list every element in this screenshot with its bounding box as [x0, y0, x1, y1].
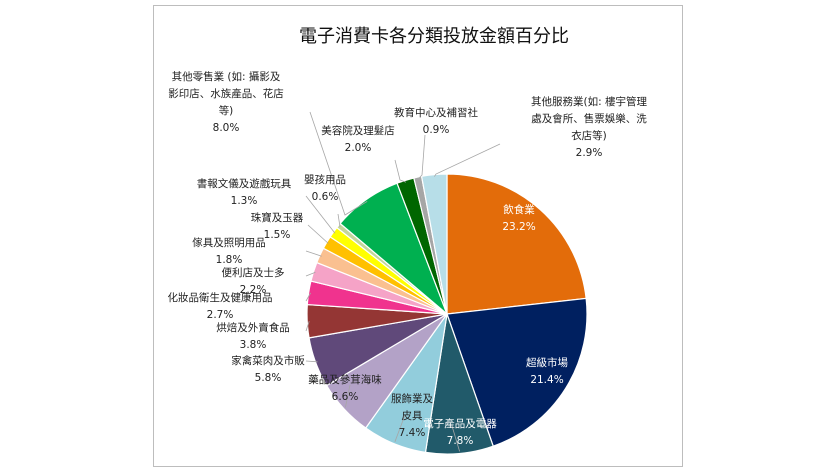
slice-label: 超級市場 21.4% [526, 356, 568, 386]
slice-category-label: 其他零售業 (如: 攝影及 [172, 70, 281, 83]
slice-category-label: 烘焙及外賣食品 [216, 321, 290, 334]
slice-category-label: 電子產品及電器 [423, 417, 497, 430]
slice-value-label: 5.8% [255, 372, 282, 384]
leader-line [451, 425, 460, 452]
slice-value-label: 2.9% [576, 147, 603, 159]
leader-lines [305, 111, 501, 452]
slice-category-label: 藥品及參茸海味 [308, 373, 382, 386]
leader-line [417, 134, 426, 180]
leader-line [305, 321, 310, 332]
slice-category-label: 其他服務業(如: 樓宇管理 [531, 95, 647, 108]
slice-category-label: 等) [219, 104, 234, 117]
slice-category-label: 教育中心及補習社 [394, 106, 478, 119]
slice-value-label: 2.2% [240, 284, 267, 296]
leader-line [307, 224, 329, 244]
slice-label: 電子產品及電器 7.8% [423, 417, 497, 447]
slice-value-label: 7.8% [447, 435, 474, 447]
slice-category-label: 嬰孩用品 [304, 173, 346, 186]
slice-label: 飲食業 23.2% [502, 203, 535, 233]
slice-value-label: 7.4% [399, 427, 426, 439]
pie-slice [446, 173, 587, 315]
slice-label: 傢具及照明用品 1.8% [192, 237, 266, 266]
slice-label: 珠寶及玉器 1.5% [251, 211, 304, 241]
slice-label: 教育中心及補習社 0.9% [394, 106, 478, 136]
slice-label: 服飾業及皮具 7.4% [391, 392, 433, 439]
leader-line [345, 384, 351, 408]
leader-line [305, 271, 316, 277]
slice-value-label: 1.3% [231, 195, 258, 207]
leader-line [337, 213, 341, 227]
slice-value-label: 8.0% [213, 122, 240, 134]
slice-value-label: 3.8% [240, 339, 267, 351]
slice-label: 美容院及理髮店 2.0% [321, 124, 395, 154]
slice-category-label: 傢具及照明用品 [192, 237, 266, 249]
slice-label: 其他零售業 (如: 攝影及影印店、水族產品、花店等) 8.0% [168, 70, 284, 134]
slice-category-label: 書報文儀及遊戲玩具 [197, 177, 292, 190]
slice-category-label: 化妝品衛生及健康用品 [168, 291, 273, 304]
pie-slice [446, 297, 588, 447]
pie-slices [306, 173, 588, 455]
chart-title: 電子消費卡各分類投放金額百分比 [299, 26, 569, 47]
slice-category-label: 處及會所、售票娛樂、洗 [531, 112, 647, 125]
leader-line [394, 159, 407, 183]
slice-value-label: 21.4% [530, 374, 563, 386]
slice-category-label: 超級市場 [526, 356, 568, 369]
slice-category-label: 便利店及士多 [222, 266, 285, 279]
pie-slice [420, 173, 448, 315]
leader-line [305, 195, 336, 234]
slice-value-label: 2.7% [207, 309, 234, 321]
slice-label: 其他服務業(如: 樓宇管理處及會所、售票娛樂、洗衣店等) 2.9% [531, 95, 647, 159]
leader-line [394, 414, 406, 442]
slice-label: 家禽菜肉及市販 5.8% [231, 354, 305, 384]
slice-category-label: 皮具 [402, 409, 423, 422]
leader-line [309, 111, 368, 216]
slice-label: 書報文儀及遊戲玩具 1.3% [197, 177, 292, 207]
slice-value-label: 23.2% [502, 221, 535, 233]
slice-category-label: 家禽菜肉及市販 [231, 354, 305, 367]
leader-line [305, 360, 318, 363]
slice-value-label: 0.6% [312, 191, 339, 203]
leader-line [434, 143, 501, 177]
leader-line [305, 250, 322, 257]
slice-value-label: 0.9% [423, 124, 450, 136]
slice-category-label: 影印店、水族產品、花店 [168, 87, 284, 100]
slice-label: 嬰孩用品 0.6% [304, 173, 346, 203]
slice-label: 便利店及士多 2.2% [222, 266, 285, 296]
slice-value-label: 2.0% [345, 142, 372, 154]
slice-category-label: 美容院及理髮店 [321, 124, 395, 137]
slice-category-label: 衣店等) [571, 129, 607, 142]
slice-label: 化妝品衛生及健康用品 2.7% [168, 291, 273, 321]
slice-value-label: 6.6% [332, 391, 359, 403]
slice-labels: 飲食業 23.2% 超級市場 21.4% 電子產品及電器 7.8% 服飾業及皮具 7.4% 藥品… [168, 70, 648, 447]
slice-category-label: 飲食業 [503, 203, 535, 216]
slice-value-label: 1.8% [216, 254, 243, 266]
slice-category-label: 服飾業及 [391, 392, 433, 405]
leader-line [305, 292, 311, 302]
slice-value-label: 1.5% [264, 229, 291, 241]
slice-category-label: 珠寶及玉器 [251, 211, 304, 224]
slice-label: 藥品及參茸海味 6.6% [308, 373, 382, 403]
slice-label: 烘焙及外賣食品 3.8% [216, 321, 290, 351]
